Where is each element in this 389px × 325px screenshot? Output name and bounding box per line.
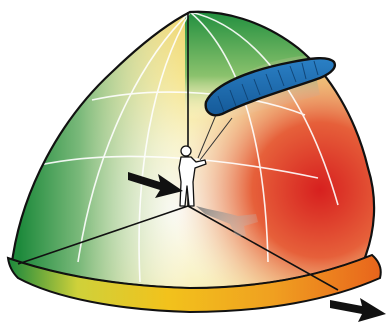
rider-shadow <box>196 206 258 236</box>
rider-head <box>180 145 192 157</box>
wind-arrow-downwind <box>330 298 386 322</box>
power-zone <box>165 55 375 291</box>
wind-arrow-incoming <box>128 172 183 198</box>
kite-canopy <box>204 57 336 117</box>
ground-ring <box>6 253 382 314</box>
wind-arrows <box>128 172 386 322</box>
ring-inner-edge <box>7 254 373 289</box>
kite-ribs <box>217 60 319 113</box>
dome-outline <box>10 10 376 263</box>
kite <box>204 57 336 117</box>
downwind-axis <box>187 205 339 291</box>
kite-lines <box>197 109 233 161</box>
left-axis <box>17 205 189 265</box>
